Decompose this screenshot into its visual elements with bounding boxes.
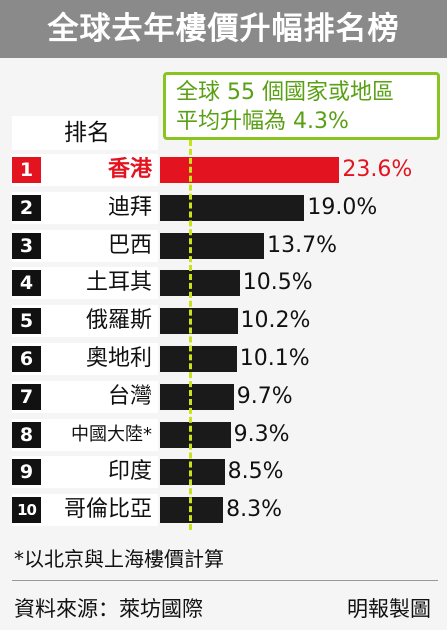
category-label: 巴西: [107, 232, 152, 258]
rank-badge: 1: [12, 157, 41, 183]
rank-badge: 7: [12, 383, 41, 410]
rank-badge: 9: [12, 459, 41, 486]
value-label: 8.3%: [226, 497, 282, 523]
category-label: 印度: [107, 459, 152, 485]
category-label: 台灣: [107, 383, 152, 409]
category-label: 土耳其: [85, 270, 152, 296]
value-label: 8.5%: [227, 459, 284, 485]
average-legend-line-1: 全球 55 個國家或地區: [176, 80, 394, 105]
rank-badge: 8: [12, 421, 41, 448]
value-label: 10.2%: [240, 308, 311, 334]
value-label: 23.6%: [342, 157, 413, 182]
category-label: 迪拜: [107, 194, 152, 220]
bar: [160, 421, 231, 448]
footnote: *以北京與上海樓價計算: [14, 547, 224, 571]
value-label: 13.7%: [267, 232, 337, 258]
source-note: 資料來源：萊坊國際: [14, 597, 203, 621]
bar: [160, 383, 234, 410]
bar: [160, 270, 240, 297]
rank-badge: 3: [12, 232, 41, 259]
rank-badge: 6: [12, 346, 41, 372]
rank-badge: 5: [12, 308, 41, 335]
credit-note: 明報製圖: [347, 597, 431, 621]
rank-badge: 2: [12, 194, 41, 221]
value-label: 19.0%: [307, 194, 378, 220]
rank-badge: 4: [12, 270, 41, 297]
category-label: 奧地利: [85, 346, 152, 371]
bar: [160, 308, 238, 335]
rank-badge: 10: [12, 497, 41, 524]
value-label: 10.1%: [239, 346, 310, 371]
value-label: 9.7%: [236, 383, 293, 409]
bar: [160, 157, 340, 183]
category-label: 中國大陸*: [71, 423, 152, 445]
average-legend: 全球 55 個國家或地區 平均升幅為 4.3%: [163, 72, 440, 140]
value-label: 10.5%: [242, 270, 313, 296]
divider: [12, 580, 438, 581]
category-label: 俄羅斯: [85, 308, 152, 334]
bar: [160, 194, 305, 221]
category-label: 哥倫比亞: [63, 497, 152, 523]
bar: [160, 346, 237, 372]
bar: [160, 232, 265, 259]
rank-header: 排名: [12, 116, 158, 150]
bar: [160, 459, 225, 486]
value-label: 9.3%: [233, 421, 290, 447]
category-label: 香港: [107, 157, 152, 182]
average-line: [189, 140, 192, 530]
average-legend-line-2: 平均升幅為 4.3%: [176, 109, 349, 134]
chart-title: 全球去年樓價升幅排名榜: [0, 0, 447, 58]
